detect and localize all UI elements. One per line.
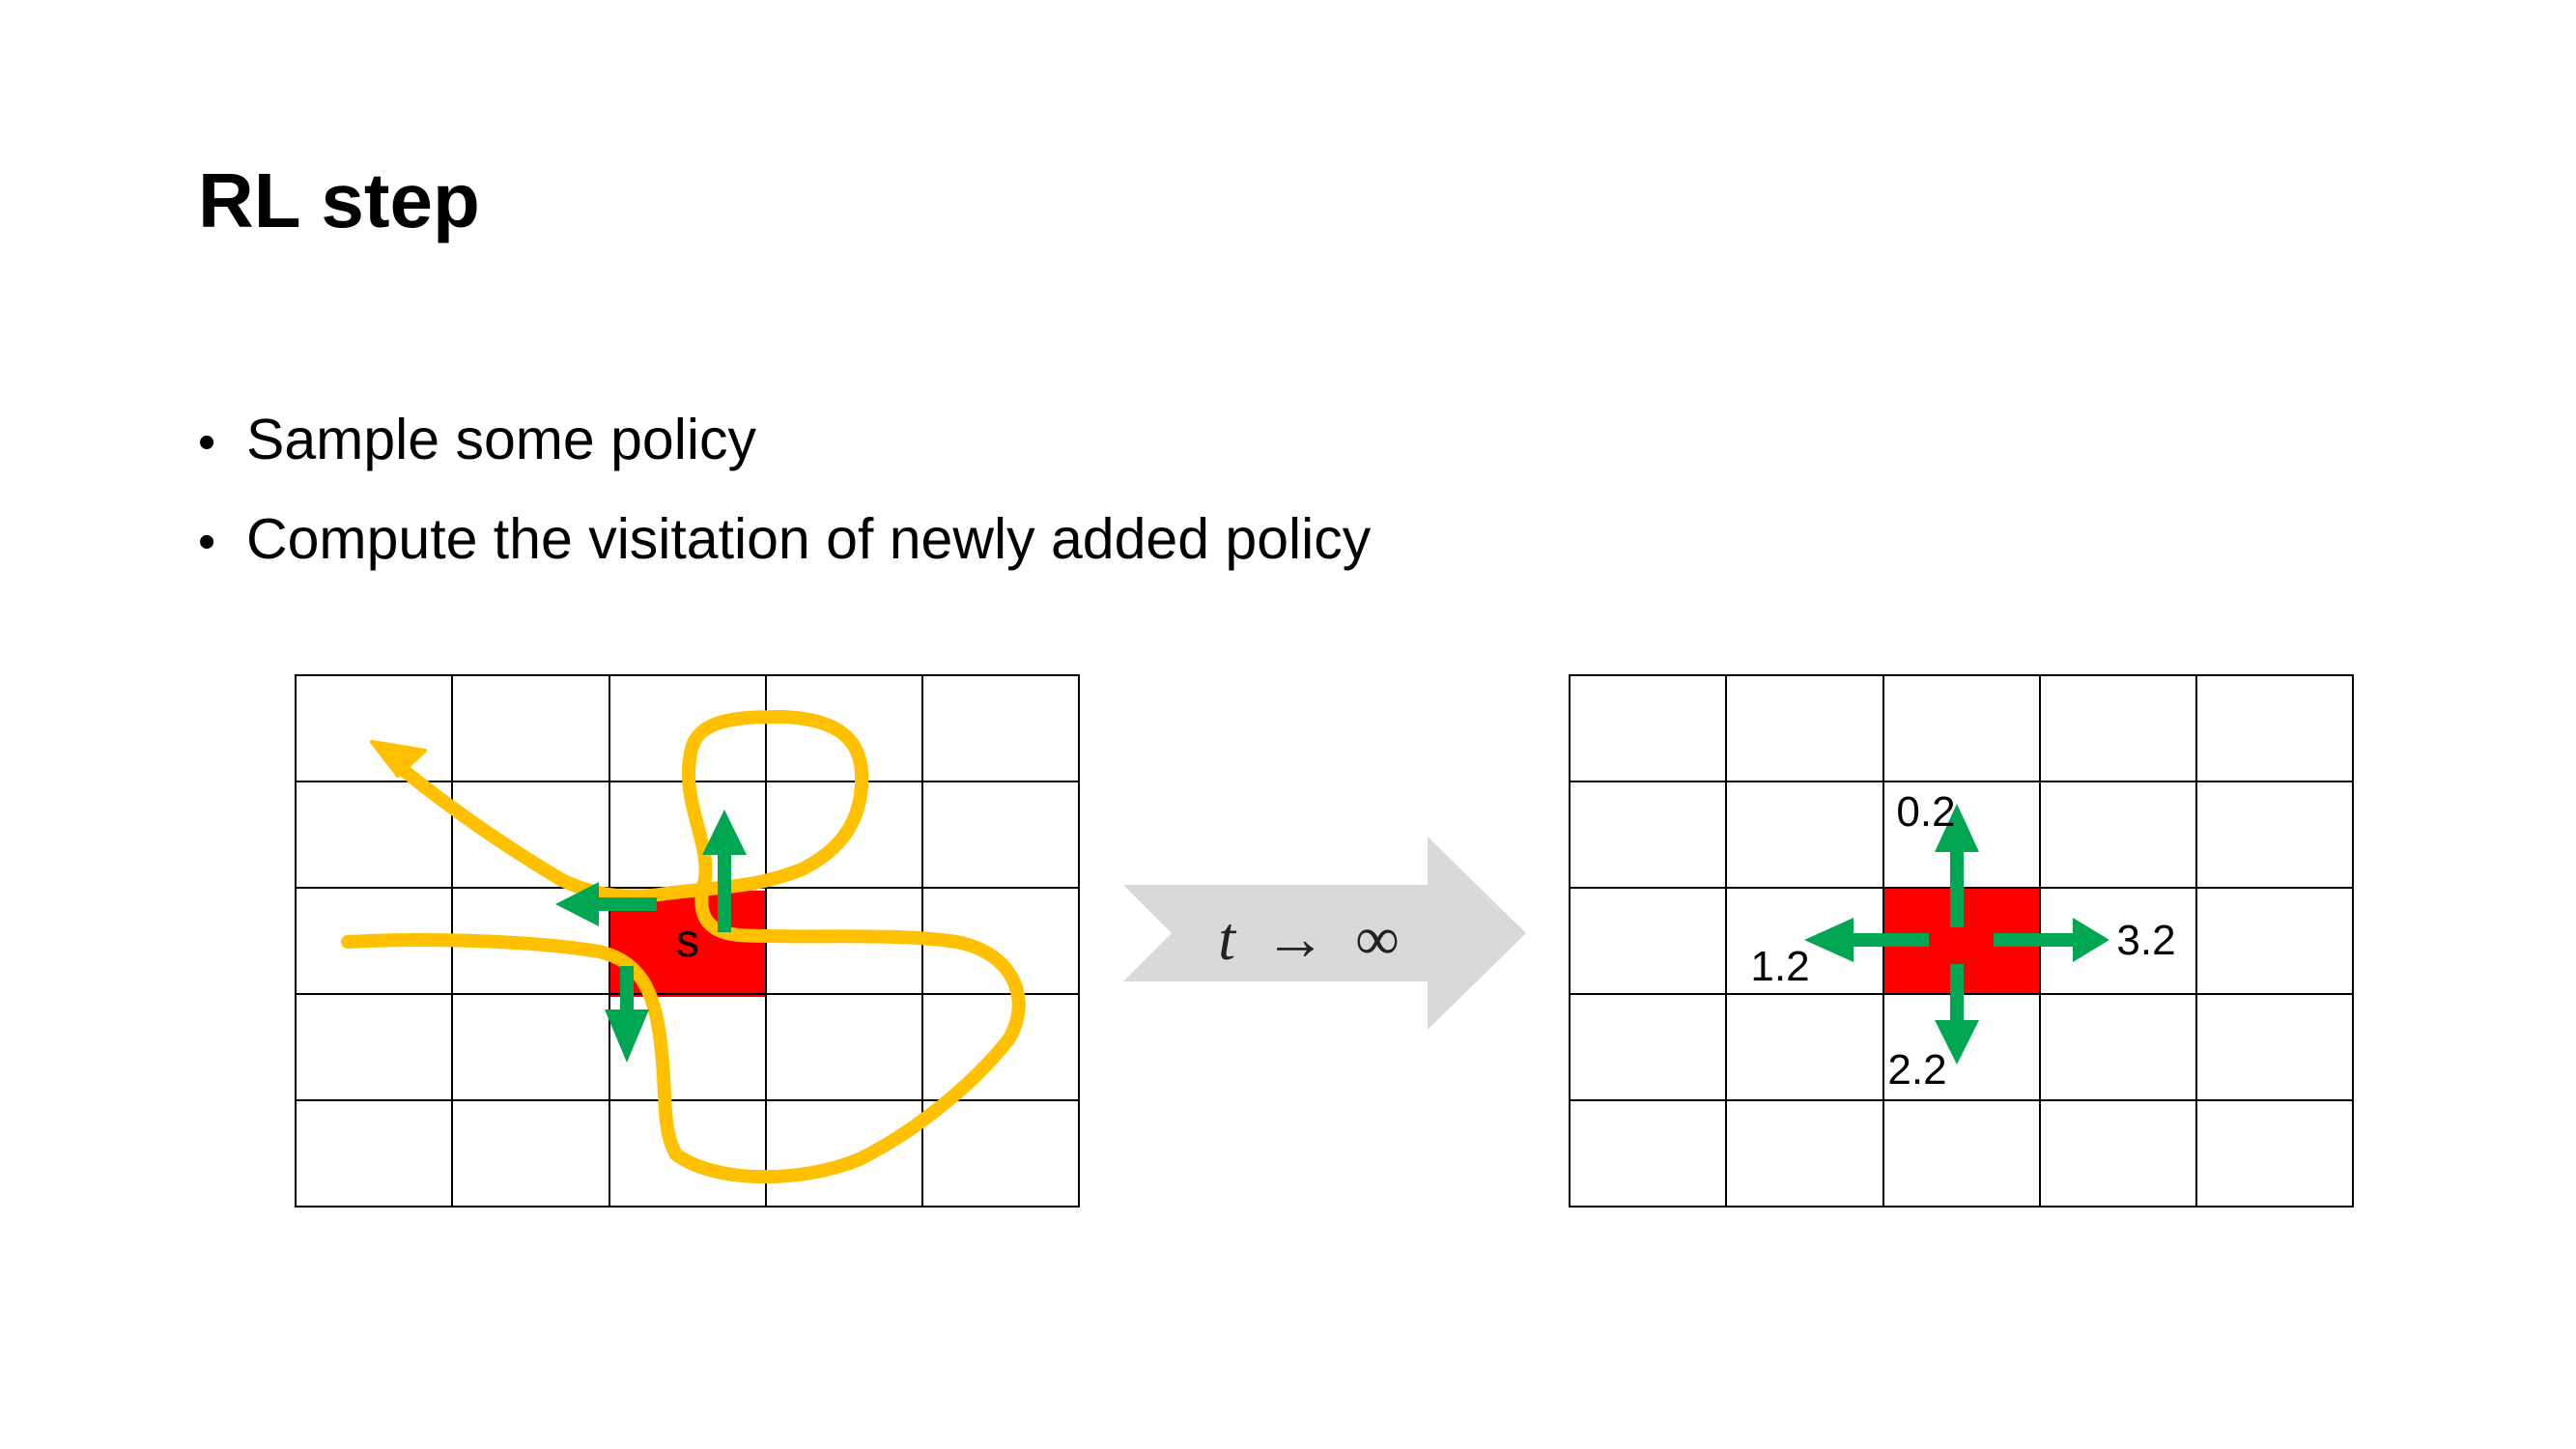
bullet-text: Compute the visitation of newly added po… [246, 507, 1372, 571]
bullet-list: • Sample some policy • Compute the visit… [198, 391, 1371, 590]
right-action-arrows [1804, 804, 2109, 1065]
bullet-item: • Compute the visitation of newly added … [198, 491, 1371, 590]
up-arrow-icon [702, 810, 747, 932]
right-grid-lines [1569, 674, 2354, 1208]
down-arrow-icon [605, 966, 649, 1063]
up-arrow-icon [1935, 804, 1979, 927]
state-label: s [676, 916, 699, 967]
infinity-symbol: ∞ [1355, 904, 1400, 973]
trajectory-path-1 [341, 710, 1026, 1184]
left-grid: s [295, 674, 1080, 1208]
value-up: 0.2 [1896, 788, 1955, 836]
trajectory-arrowhead [370, 740, 427, 778]
value-down: 2.2 [1887, 1046, 1946, 1094]
limit-arrow: → [1264, 904, 1326, 973]
slide-title: RL step [198, 157, 480, 243]
left-arrow-icon [1804, 918, 1929, 962]
block-arrow-icon [1123, 837, 1526, 1030]
transition-arrow: t → ∞ [1123, 837, 1526, 1030]
value-left: 1.2 [1750, 943, 1809, 990]
bullet-icon: • [198, 414, 216, 470]
time-variable: t [1218, 904, 1237, 973]
right-arrow-icon [1994, 918, 2109, 962]
transition-label: t → ∞ [1218, 904, 1399, 973]
right-grid: 0.2 1.2 3.2 2.2 [1569, 674, 2354, 1208]
down-arrow-icon [1935, 964, 1979, 1065]
left-action-arrows [555, 810, 747, 1063]
bullet-text: Sample some policy [246, 408, 756, 471]
bullet-item: • Sample some policy [198, 391, 1371, 491]
left-arrow-icon [555, 882, 657, 926]
value-right: 3.2 [2116, 917, 2175, 964]
trajectory-paths [341, 710, 1026, 1184]
bullet-icon: • [198, 514, 216, 570]
